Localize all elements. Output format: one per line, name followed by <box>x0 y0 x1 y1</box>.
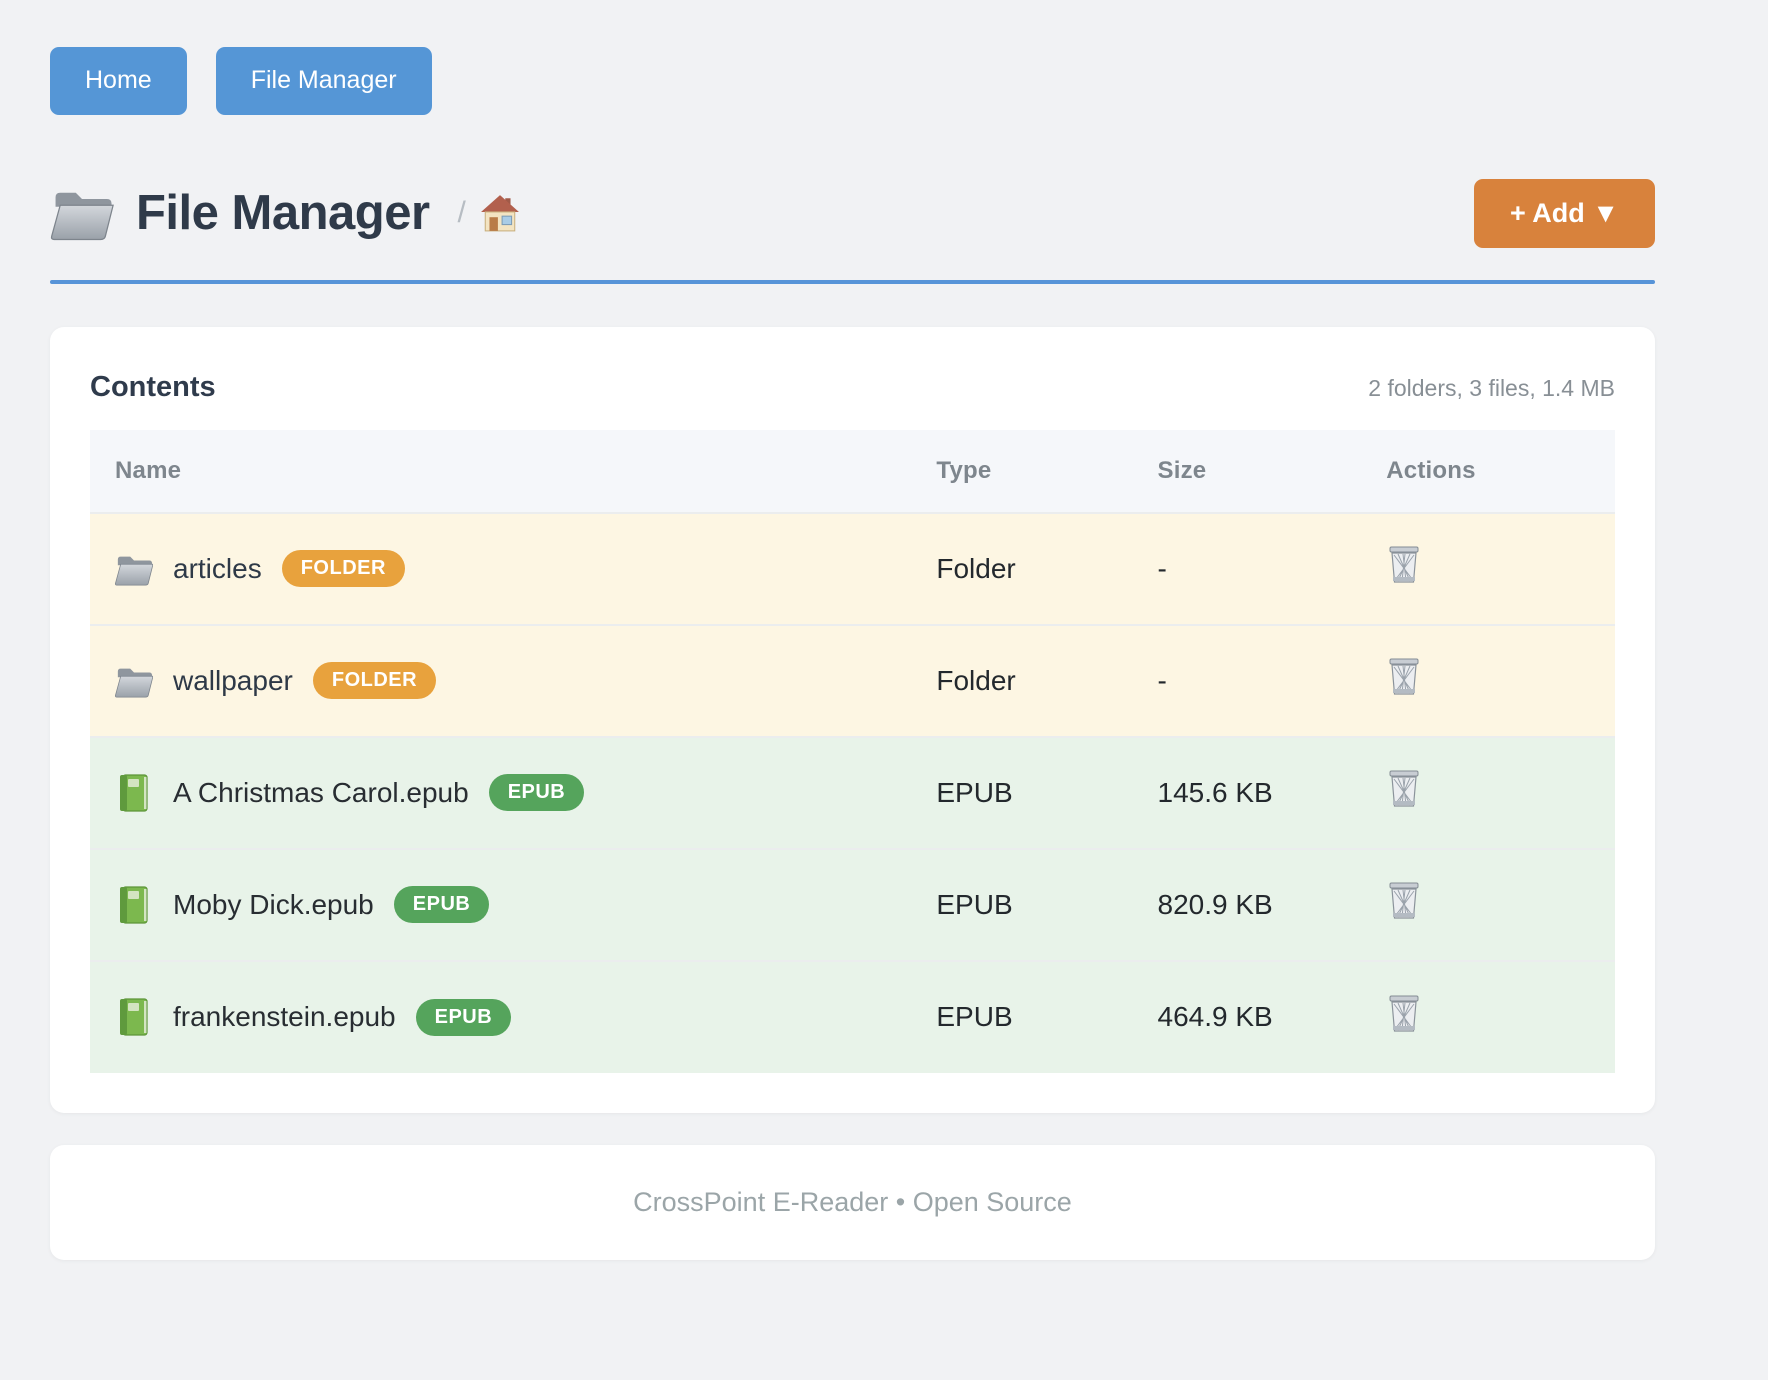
table-row: frankenstein.epub EPUB EPUB 464.9 KB <box>90 960 1615 1073</box>
contents-title: Contents <box>90 370 216 403</box>
epub-badge: EPUB <box>488 774 585 811</box>
page-header: File Manager / + Add ▼ <box>50 178 1655 248</box>
delete-button[interactable] <box>1386 994 1422 1034</box>
delete-button[interactable] <box>1386 881 1422 921</box>
add-button[interactable]: + Add ▼ <box>1474 178 1655 248</box>
item-size: - <box>1157 664 1167 696</box>
item-size: 145.6 KB <box>1157 776 1273 808</box>
item-name-link[interactable]: articles <box>173 552 262 584</box>
epub-badge: EPUB <box>415 998 512 1036</box>
page-title: File Manager <box>136 186 430 240</box>
delete-button[interactable] <box>1386 545 1422 585</box>
trash-icon <box>1389 994 1419 1032</box>
top-nav: Home File Manager <box>50 0 1655 115</box>
item-type: EPUB <box>936 888 1013 920</box>
item-name-link[interactable]: A Christmas Carol.epub <box>173 776 469 808</box>
home-button[interactable]: Home <box>50 47 187 115</box>
folder-icon <box>115 667 153 698</box>
table-header-row: Name Type Size Actions <box>90 429 1615 513</box>
trash-icon <box>1389 882 1419 919</box>
item-type: EPUB <box>936 776 1013 808</box>
header-divider <box>50 279 1655 284</box>
trash-icon <box>1389 658 1419 695</box>
book-icon <box>119 773 148 812</box>
file-manager-button[interactable]: File Manager <box>215 47 432 115</box>
page: Home File Manager File Manager / + Add ▼… <box>50 0 1655 1260</box>
contents-card: Contents 2 folders, 3 files, 1.4 MB Name… <box>50 326 1655 1113</box>
folder-badge: FOLDER <box>312 662 437 699</box>
breadcrumb: / <box>458 194 520 232</box>
item-size: - <box>1157 552 1167 584</box>
file-table: Name Type Size Actions articles FOLDER F… <box>90 429 1615 1073</box>
trash-icon <box>1389 770 1419 807</box>
column-header-name: Name <box>90 429 937 513</box>
item-type: Folder <box>936 552 1016 584</box>
folder-badge: FOLDER <box>281 550 405 587</box>
item-name-link[interactable]: wallpaper <box>173 664 293 696</box>
book-icon <box>119 998 148 1036</box>
contents-summary: 2 folders, 3 files, 1.4 MB <box>1368 374 1615 401</box>
delete-button[interactable] <box>1386 657 1422 697</box>
item-type: Folder <box>936 664 1016 696</box>
open-folder-icon <box>50 192 114 241</box>
footer: CrossPoint E-Reader • Open Source <box>50 1144 1655 1260</box>
table-row: Moby Dick.epub EPUB EPUB 820.9 KB <box>90 848 1615 961</box>
footer-text: CrossPoint E-Reader • Open Source <box>633 1186 1072 1217</box>
item-size: 820.9 KB <box>1157 888 1273 920</box>
item-size: 464.9 KB <box>1157 1001 1273 1032</box>
table-row: articles FOLDER Folder - <box>90 512 1615 625</box>
book-icon <box>119 885 148 924</box>
title-wrap: File Manager / <box>50 185 520 241</box>
home-icon[interactable] <box>480 194 520 232</box>
contents-card-header: Contents 2 folders, 3 files, 1.4 MB <box>90 371 1615 404</box>
column-header-type: Type <box>936 429 1158 513</box>
delete-button[interactable] <box>1386 769 1422 809</box>
table-row: wallpaper FOLDER Folder - <box>90 624 1615 737</box>
item-name-link[interactable]: Moby Dick.epub <box>173 888 374 920</box>
folder-icon <box>115 555 153 586</box>
table-row: A Christmas Carol.epub EPUB EPUB 145.6 K… <box>90 736 1615 849</box>
trash-icon <box>1389 546 1419 583</box>
item-type: EPUB <box>936 1001 1013 1032</box>
column-header-size: Size <box>1157 429 1387 513</box>
breadcrumb-separator: / <box>457 196 466 229</box>
epub-badge: EPUB <box>393 886 490 923</box>
column-header-actions: Actions <box>1386 429 1615 513</box>
item-name-link[interactable]: frankenstein.epub <box>173 1001 396 1032</box>
